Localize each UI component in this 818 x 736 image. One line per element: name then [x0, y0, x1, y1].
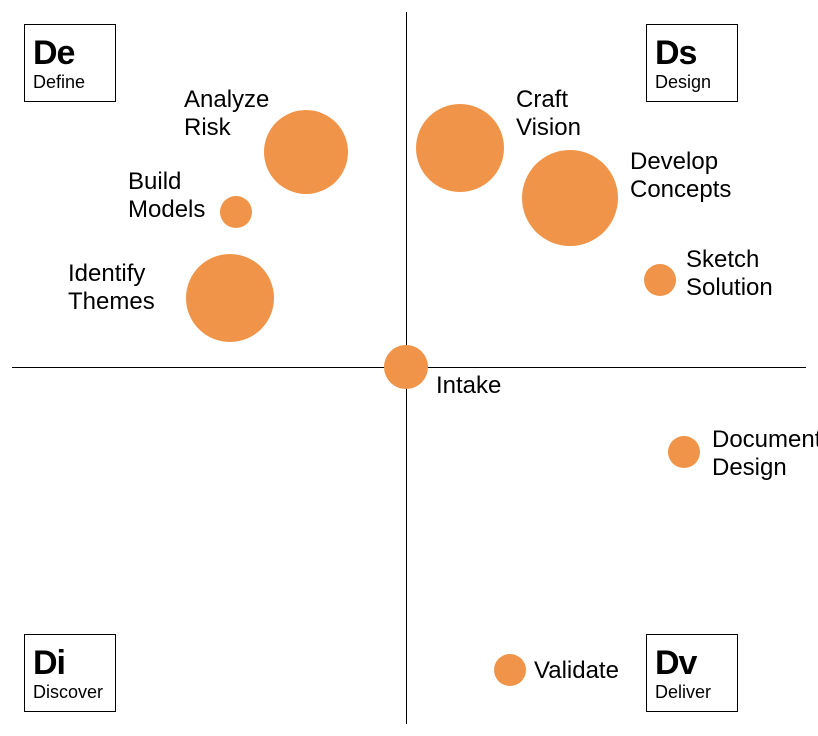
bubble-identify-themes [186, 254, 274, 342]
bubble-validate [494, 654, 526, 686]
bubble-label-intake: Intake [436, 372, 501, 400]
corner-label-deliver: Deliver [655, 682, 711, 704]
bubble-label-analyze-risk: Analyze Risk [184, 86, 269, 141]
bubble-label-develop-concepts: Develop Concepts [630, 148, 731, 203]
bubble-intake [384, 345, 428, 389]
corner-symbol-define: De [33, 36, 74, 70]
corner-box-design: DsDesign [646, 24, 738, 102]
corner-label-define: Define [33, 72, 85, 94]
corner-symbol-design: Ds [655, 36, 696, 70]
corner-box-discover: DiDiscover [24, 634, 116, 712]
bubble-sketch-solution [644, 264, 676, 296]
corner-box-define: DeDefine [24, 24, 116, 102]
corner-box-deliver: DvDeliver [646, 634, 738, 712]
corner-symbol-deliver: Dv [655, 646, 696, 680]
corner-symbol-discover: Di [33, 646, 65, 680]
bubble-develop-concepts [522, 150, 618, 246]
corner-label-discover: Discover [33, 682, 103, 704]
quadrant-diagram: DeDefine DsDesign DiDiscover DvDeliver Analy… [0, 0, 818, 736]
bubble-label-sketch-solution: Sketch Solution [686, 246, 773, 301]
bubble-label-craft-vision: Craft Vision [516, 86, 581, 141]
bubble-label-build-models: Build Models [128, 168, 205, 223]
corner-label-design: Design [655, 72, 711, 94]
bubble-document-design [668, 436, 700, 468]
bubble-build-models [220, 196, 252, 228]
bubble-label-document-design: Document Design [712, 426, 818, 481]
bubble-analyze-risk [264, 110, 348, 194]
bubble-label-identify-themes: Identify Themes [68, 260, 155, 315]
bubble-label-validate: Validate [534, 657, 619, 685]
bubble-craft-vision [416, 104, 504, 192]
